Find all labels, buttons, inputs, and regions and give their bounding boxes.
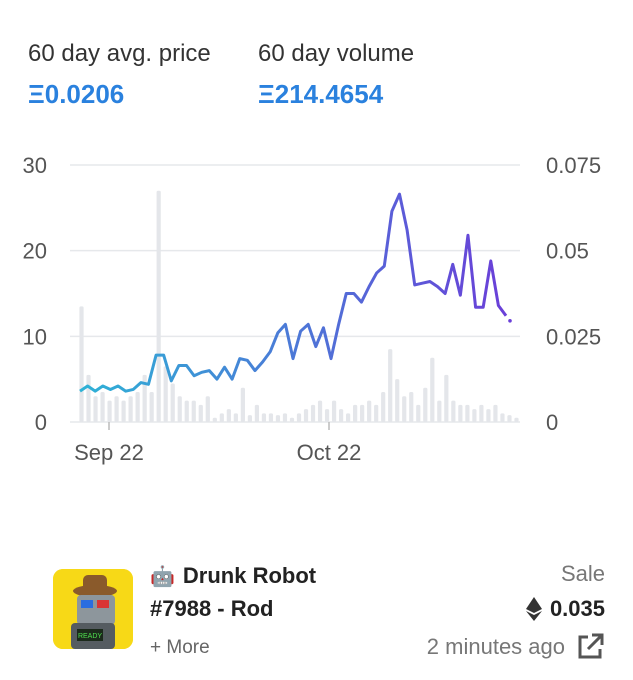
time-ago-text: 2 minutes ago bbox=[426, 634, 565, 659]
volume-bar[interactable] bbox=[444, 374, 449, 422]
collection-name: Drunk Robot bbox=[182, 563, 317, 588]
volume-bar[interactable] bbox=[219, 413, 224, 422]
volume-bar[interactable] bbox=[317, 400, 323, 422]
y-left-tick: 30 bbox=[23, 153, 47, 178]
price-volume-chart[interactable]: 0 10 20 30 0 0.025 0.05 0.075 Sep 22 Oct 22 bbox=[0, 130, 633, 480]
volume-label: 60 day volume bbox=[258, 40, 415, 67]
volume-bar[interactable] bbox=[303, 409, 309, 422]
volume-bar[interactable] bbox=[191, 400, 196, 422]
activity-row[interactable]: READY 🤖 Drunk Robot #7988 - Rod + More S… bbox=[0, 550, 633, 670]
volume-bar[interactable] bbox=[310, 404, 316, 422]
ethereum-icon bbox=[525, 597, 542, 621]
volume-bar[interactable] bbox=[289, 417, 295, 422]
volume-bar[interactable] bbox=[479, 404, 484, 422]
volume-bar[interactable] bbox=[402, 396, 407, 422]
external-link-icon[interactable] bbox=[575, 632, 605, 662]
volume-bar[interactable] bbox=[486, 409, 491, 422]
volume-bar[interactable] bbox=[170, 383, 175, 422]
volume-bar[interactable] bbox=[107, 400, 112, 422]
volume-bar[interactable] bbox=[346, 413, 351, 422]
volume-bar[interactable] bbox=[500, 413, 505, 422]
nft-thumbnail[interactable]: READY bbox=[53, 569, 133, 649]
volume-bar[interactable] bbox=[430, 357, 435, 422]
volume-bar[interactable] bbox=[142, 374, 147, 422]
volume-bar[interactable] bbox=[240, 387, 245, 422]
volume-bar[interactable] bbox=[465, 404, 470, 422]
volume-bar[interactable] bbox=[86, 374, 91, 422]
avg-price-label: 60 day avg. price bbox=[28, 40, 211, 67]
volume-bar[interactable] bbox=[121, 400, 126, 422]
volume-bar[interactable] bbox=[184, 400, 189, 422]
volume-bar[interactable] bbox=[381, 392, 386, 422]
x-tick-label: Oct 22 bbox=[297, 440, 362, 465]
volume-bar[interactable] bbox=[353, 404, 358, 422]
volume-bar[interactable] bbox=[198, 404, 203, 422]
volume-bar[interactable] bbox=[437, 400, 442, 422]
volume-bar[interactable] bbox=[205, 396, 210, 422]
volume-bar[interactable] bbox=[416, 404, 421, 422]
volume-bar[interactable] bbox=[423, 387, 428, 422]
volume-bar[interactable] bbox=[514, 417, 519, 422]
volume-bar[interactable] bbox=[507, 415, 512, 422]
volume-bar[interactable] bbox=[388, 349, 393, 422]
volume-bar[interactable] bbox=[254, 404, 260, 422]
volume-bar[interactable] bbox=[268, 413, 274, 422]
volume-bar[interactable] bbox=[409, 392, 414, 422]
thumb-text: READY bbox=[78, 633, 102, 640]
avg-price-value: Ξ0.0206 bbox=[28, 79, 125, 109]
volume-bar[interactable] bbox=[135, 392, 140, 422]
volume-bar[interactable] bbox=[338, 409, 344, 422]
volume-bar[interactable] bbox=[156, 190, 161, 422]
more-link[interactable]: + More bbox=[150, 637, 210, 658]
price-line[interactable] bbox=[79, 192, 508, 393]
volume-bar[interactable] bbox=[296, 413, 302, 422]
y-left-tick: 10 bbox=[23, 324, 47, 349]
volume-bar[interactable] bbox=[360, 404, 365, 422]
y-right-tick: 0 bbox=[546, 410, 558, 435]
token-name[interactable]: #7988 - Rod bbox=[150, 596, 274, 621]
volume-bar[interactable] bbox=[261, 413, 267, 422]
volume-bar[interactable] bbox=[149, 392, 154, 422]
volume-bar[interactable] bbox=[128, 396, 133, 422]
volume-bar[interactable] bbox=[93, 396, 98, 422]
robot-icon: 🤖 bbox=[150, 565, 175, 588]
y-left-tick: 0 bbox=[35, 410, 47, 435]
volume-bar[interactable] bbox=[324, 409, 330, 422]
volume-bar[interactable] bbox=[177, 396, 182, 422]
volume-bar[interactable] bbox=[79, 306, 84, 422]
volume-bar[interactable] bbox=[233, 413, 238, 422]
volume-bar[interactable] bbox=[493, 404, 498, 422]
x-tick-label: Sep 22 bbox=[74, 440, 144, 465]
y-right-tick: 0.025 bbox=[546, 324, 601, 349]
volume-bar[interactable] bbox=[275, 415, 281, 422]
volume-bar[interactable] bbox=[282, 413, 288, 422]
volume-bar[interactable] bbox=[331, 400, 337, 422]
price-line-end-point bbox=[508, 318, 512, 323]
collection-link[interactable]: 🤖 Drunk Robot bbox=[150, 563, 316, 589]
volume-bar[interactable] bbox=[226, 409, 231, 422]
volume-bar[interactable] bbox=[374, 404, 379, 422]
volume-bar[interactable] bbox=[100, 392, 105, 422]
y-left-tick: 20 bbox=[23, 239, 47, 264]
volume-value: Ξ214.4654 bbox=[258, 79, 384, 109]
time-ago[interactable]: 2 minutes ago bbox=[427, 632, 605, 662]
volume-bar[interactable] bbox=[367, 400, 372, 422]
y-right-tick: 0.05 bbox=[546, 239, 589, 264]
y-right-tick: 0.075 bbox=[546, 153, 601, 178]
price-value: 0.035 bbox=[549, 596, 605, 621]
volume-bar[interactable] bbox=[163, 366, 168, 422]
volume-bar[interactable] bbox=[395, 379, 400, 422]
sale-price: 0.035 bbox=[525, 596, 605, 622]
volume-bar[interactable] bbox=[212, 417, 217, 422]
volume-bar[interactable] bbox=[472, 409, 477, 422]
volume-bar[interactable] bbox=[114, 396, 119, 422]
event-type: Sale bbox=[560, 561, 605, 586]
volume-bar[interactable] bbox=[458, 404, 463, 422]
volume-bar[interactable] bbox=[247, 415, 252, 422]
volume-bar[interactable] bbox=[451, 400, 456, 422]
robot-image: READY bbox=[53, 569, 133, 649]
